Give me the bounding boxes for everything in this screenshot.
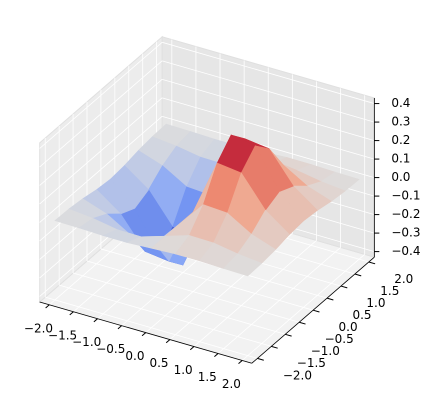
grid-line — [39, 116, 163, 223]
surface-face — [223, 253, 263, 277]
x-tick-label: 1.5 — [198, 370, 217, 384]
x-tick-label: −2.0 — [24, 321, 53, 335]
grid-line — [100, 248, 314, 311]
grid-line — [162, 97, 375, 160]
y-tick-label: 0.5 — [352, 308, 371, 322]
tick-mark — [117, 325, 122, 330]
grid-line — [162, 60, 375, 123]
tick-mark — [93, 318, 98, 323]
x-tick-label: 2.0 — [222, 377, 241, 391]
grid-line — [39, 42, 163, 149]
tick-mark — [326, 297, 334, 301]
y-tick-label: −0.5 — [325, 332, 354, 346]
grid-line — [39, 60, 163, 168]
grid-line — [72, 272, 286, 335]
z-tick-label: 0.0 — [391, 170, 410, 184]
tick-mark — [271, 345, 278, 349]
z-tick-label: 0.1 — [391, 152, 410, 166]
tick-mark — [165, 339, 171, 344]
z-tick-label: −0.3 — [391, 226, 420, 240]
tick-mark — [189, 346, 195, 351]
x-tick-label: 1.0 — [174, 363, 193, 377]
tick-mark — [354, 273, 362, 277]
tick-mark — [285, 333, 292, 337]
tick-mark — [257, 357, 264, 361]
tick-mark — [340, 285, 348, 289]
grid-line — [162, 41, 375, 104]
x-tick-label: −1.0 — [72, 335, 101, 349]
y-tick-label: 2.0 — [394, 272, 413, 286]
x-axis-line — [39, 301, 252, 364]
grid-line — [86, 260, 300, 323]
z-tick-label: 0.4 — [391, 96, 410, 110]
grid-line — [39, 97, 163, 205]
x-tick-label: −0.5 — [96, 342, 125, 356]
z-tick-label: −0.1 — [391, 189, 420, 203]
grid-line — [162, 115, 375, 178]
grid-line — [162, 78, 375, 141]
tick-mark — [299, 321, 306, 325]
y-axis-line — [251, 256, 375, 364]
y-tick-label: 1.5 — [380, 284, 399, 298]
y-tick-label: 0.0 — [339, 320, 358, 334]
grid-line — [39, 79, 163, 186]
tick-mark — [69, 311, 74, 316]
y-tick-label: −1.5 — [297, 356, 326, 370]
y-tick-label: −1.0 — [311, 344, 340, 358]
y-tick-label: 1.0 — [366, 296, 385, 310]
x-tick-label: −1.5 — [48, 328, 77, 342]
z-tick-label: −0.4 — [391, 244, 420, 258]
grid-line — [59, 284, 272, 347]
z-tick-label: 0.2 — [391, 133, 410, 147]
z-tick-label: −0.2 — [391, 207, 420, 221]
tick-mark — [214, 353, 219, 358]
x-tick-label: 0.0 — [125, 349, 144, 363]
tick-mark — [141, 332, 147, 337]
tick-mark — [45, 304, 50, 309]
tick-mark — [312, 309, 320, 313]
tick-mark — [238, 360, 243, 365]
grid-line — [45, 296, 258, 359]
z-tick-label: 0.3 — [391, 115, 410, 129]
y-tick-label: −2.0 — [283, 368, 312, 382]
x-tick-label: 0.5 — [149, 356, 168, 370]
tick-mark — [368, 261, 376, 265]
